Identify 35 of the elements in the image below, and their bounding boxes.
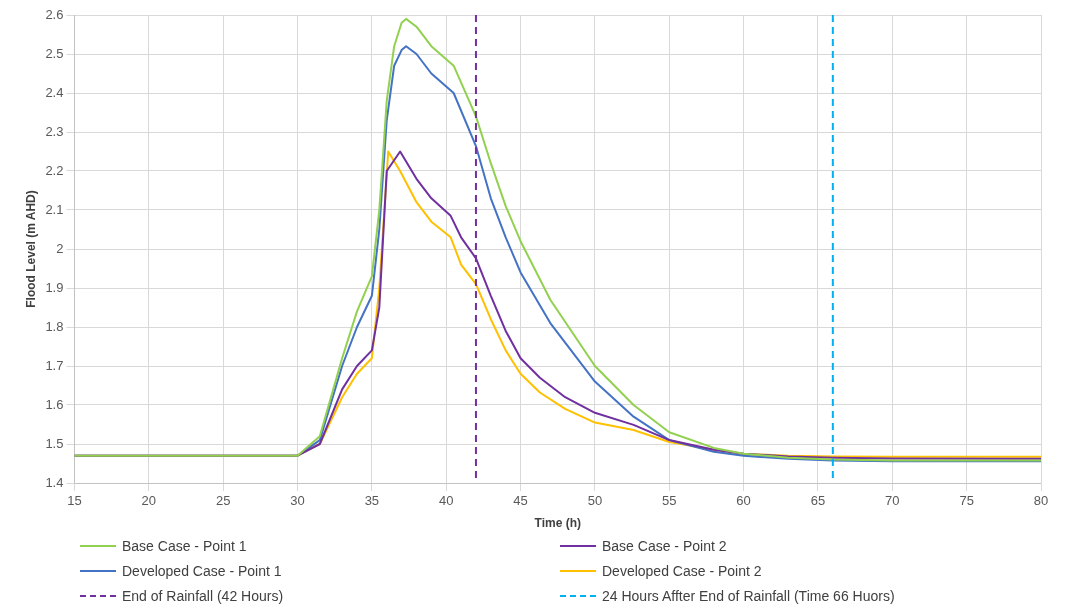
x-tick-label: 55 <box>662 493 677 509</box>
y-tick-label: 2.5 <box>45 45 64 61</box>
x-tick-label: 15 <box>67 493 82 509</box>
y-tick-label: 2.6 <box>45 6 64 22</box>
legend-label: Base Case - Point 1 <box>122 538 247 554</box>
legend-label: Developed Case - Point 1 <box>122 563 282 579</box>
y-axis-title: Flood Level (m AHD) <box>23 190 38 308</box>
x-tick-label: 40 <box>438 493 454 509</box>
y-tick-label: 1.7 <box>45 357 64 373</box>
x-tick-label: 35 <box>364 493 380 509</box>
x-tick-label: 60 <box>736 493 751 509</box>
y-tick-label: 1.5 <box>45 435 64 451</box>
y-tick-label: 2.3 <box>45 123 64 139</box>
x-tick-label: 65 <box>810 493 826 509</box>
legend-label: 24 Hours Affter End of Rainfall (Time 66 Huors) <box>602 588 895 604</box>
x-tick-label: 45 <box>513 493 528 509</box>
y-tick-label: 1.9 <box>45 279 64 295</box>
x-axis-title: Time (h) <box>534 516 581 531</box>
x-tick-label: 30 <box>290 493 305 509</box>
x-tick-label: 20 <box>141 493 157 509</box>
y-tick-label: 1.8 <box>45 318 64 334</box>
y-tick-label: 2.1 <box>45 201 64 217</box>
x-tick-label: 75 <box>959 493 974 509</box>
legend-label: End of Rainfall (42 Hours) <box>122 588 284 604</box>
legend-label: Developed Case - Point 2 <box>602 563 762 579</box>
x-tick-label: 50 <box>587 493 603 509</box>
legend-label: Base Case - Point 2 <box>602 538 727 554</box>
y-tick-label: 1.4 <box>45 474 64 490</box>
y-tick-label: 2.2 <box>45 162 64 178</box>
y-tick-label: 2.4 <box>45 84 64 100</box>
x-tick-label: 25 <box>215 493 231 509</box>
x-tick-label: 80 <box>1033 493 1049 509</box>
y-tick-label: 1.6 <box>45 396 64 412</box>
x-tick-label: 70 <box>885 493 900 509</box>
y-tick-label: 2 <box>56 240 64 256</box>
